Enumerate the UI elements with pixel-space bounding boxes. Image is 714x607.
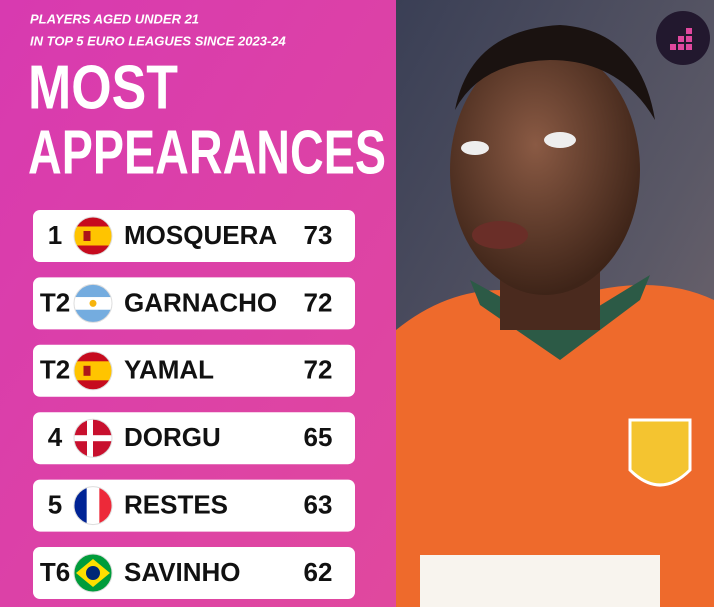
title: APPEARANCES — [28, 118, 386, 187]
flag — [74, 419, 112, 458]
flag — [74, 554, 112, 592]
player-name: YAMAL — [124, 355, 214, 385]
row-card — [33, 210, 355, 262]
logo — [656, 11, 710, 65]
appearances: 72 — [304, 355, 333, 385]
appearances: 62 — [304, 557, 333, 587]
row-card — [33, 412, 355, 465]
player-name: RESTES — [124, 489, 228, 519]
player-name: DORGU — [124, 422, 221, 452]
appearances: 63 — [304, 489, 333, 519]
appearances: 73 — [304, 220, 333, 250]
list-row: T2 GARNACHO 72 — [33, 277, 355, 330]
rank: 5 — [48, 489, 62, 519]
list-row: T2 YAMAL 72 — [33, 344, 355, 397]
list-row: 5 RESTES 63 — [33, 479, 355, 532]
player-name: SAVINHO — [124, 557, 241, 587]
rank: 4 — [48, 422, 63, 452]
row-card — [33, 344, 355, 397]
rank: T2 — [40, 287, 70, 317]
flag — [74, 284, 112, 323]
list-row: 1 MOSQUERA 73 — [33, 210, 355, 262]
flag — [74, 486, 112, 525]
appearances: 72 — [304, 287, 333, 317]
photo — [396, 0, 714, 607]
list-row: 4 DORGU 65 — [33, 412, 355, 465]
player-name: MOSQUERA — [124, 220, 277, 250]
subtitle: PLAYERS AGED UNDER 21 — [30, 11, 199, 26]
flag — [74, 351, 112, 390]
rank: 1 — [48, 220, 62, 250]
subtitle: IN TOP 5 EURO LEAGUES SINCE 2023-24 — [30, 33, 287, 48]
title: MOST — [28, 53, 178, 122]
row-card — [33, 547, 355, 599]
rank: T6 — [40, 557, 70, 587]
row-card — [33, 479, 355, 532]
player-name: GARNACHO — [124, 287, 277, 317]
ranking-list: 1 MOSQUERA 73 T2 GARNACHO 72 T2 YAMAL 72 4 DORGU 65… — [33, 210, 355, 599]
row-card — [33, 277, 355, 330]
rank: T2 — [40, 355, 70, 385]
flag — [74, 217, 112, 255]
list-row: T6 SAVINHO 62 — [33, 547, 355, 599]
appearances: 65 — [304, 422, 333, 452]
